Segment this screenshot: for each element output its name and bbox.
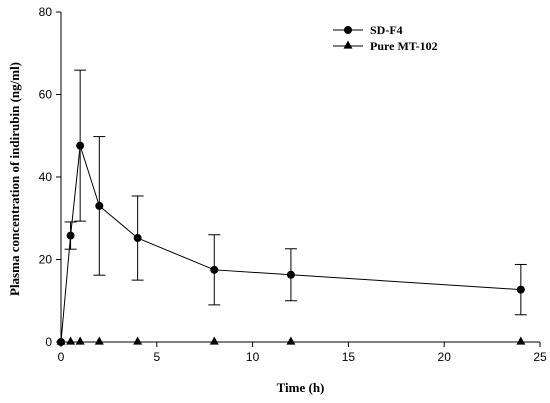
y-tick-label: 40 [39, 170, 53, 184]
data-point-circle [76, 141, 85, 150]
x-tick-label: 15 [342, 350, 356, 364]
legend-item-pure-mt-102: Pure MT-102 [333, 39, 438, 53]
y-tick-label: 60 [39, 88, 53, 102]
legend-item-sd-f4: SD-F4 [333, 23, 403, 37]
y-tick-label: 0 [45, 335, 52, 349]
y-tick-label: 80 [39, 5, 53, 19]
series-line [60, 145, 521, 343]
data-point-circle [210, 265, 219, 274]
legend-triangle-marker [343, 40, 353, 49]
data-point-triangle [56, 336, 66, 345]
axes [60, 12, 540, 343]
legend-circle-marker [344, 26, 352, 34]
plot-area [56, 69, 527, 346]
x-tick-label: 20 [438, 350, 452, 364]
data-point-triangle [516, 336, 526, 345]
legend-label-sd-f4: SD-F4 [370, 23, 403, 37]
data-point-triangle [94, 336, 104, 345]
y-axis-title: Plasma concentration of indirubin (ng/ml… [7, 62, 22, 296]
data-point-triangle [66, 336, 76, 345]
x-tick-label: 0 [58, 350, 65, 364]
x-tick-label: 5 [153, 350, 160, 364]
legend-label-pure-mt-102: Pure MT-102 [370, 39, 438, 53]
series-sd-f4 [57, 69, 527, 346]
legend: SD-F4 Pure MT-102 [333, 23, 438, 53]
data-point-circle [516, 285, 525, 294]
data-point-triangle [133, 336, 143, 345]
data-point-circle [66, 231, 75, 240]
data-point-triangle [286, 336, 296, 345]
data-point-circle [95, 201, 104, 210]
x-tick-label: 10 [246, 350, 260, 364]
series-pure-mt-102 [56, 336, 526, 345]
y-axis-ticks: 0 20 40 60 80 [39, 5, 61, 349]
data-point-circle [286, 270, 295, 279]
x-axis-ticks: 0 5 10 15 20 25 [58, 342, 547, 364]
y-tick-label: 20 [39, 253, 53, 267]
x-tick-label: 25 [533, 350, 547, 364]
x-axis-title: Time (h) [277, 380, 325, 395]
data-point-circle [133, 234, 142, 243]
data-point-triangle [209, 336, 219, 345]
data-point-triangle [75, 336, 85, 345]
